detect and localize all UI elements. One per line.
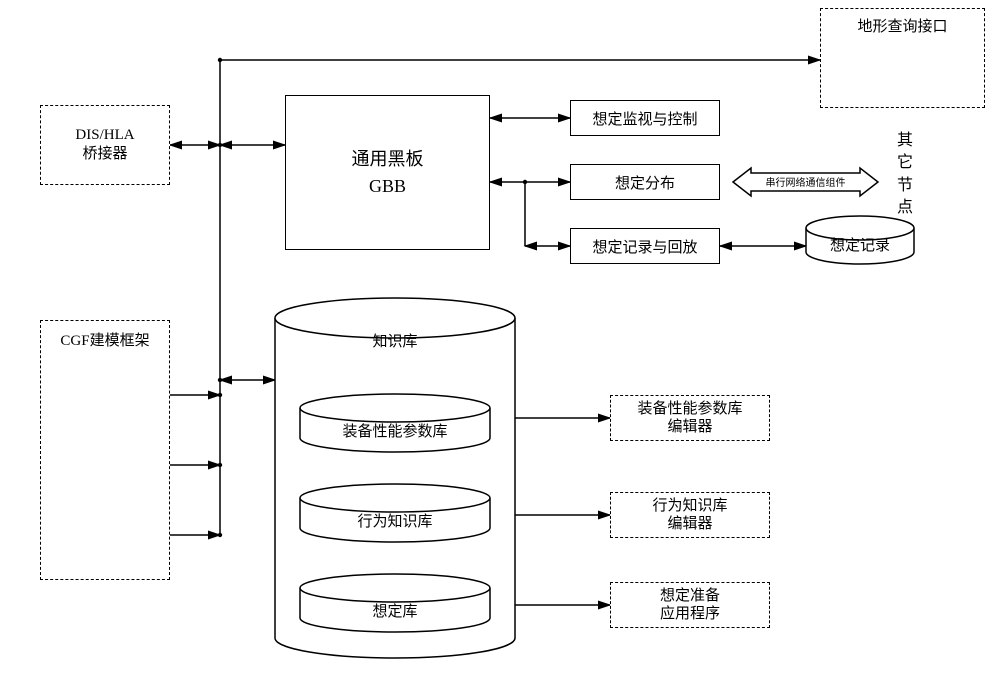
net-comm-block-arrow bbox=[733, 168, 878, 196]
kb-layer-0-label: 装备性能参数库 bbox=[342, 423, 447, 440]
knowledge-base-top bbox=[275, 298, 515, 338]
eqed-line1: 装备性能参数库 bbox=[637, 400, 742, 418]
dis-hla-line2: 桥接器 bbox=[82, 145, 127, 165]
dist-label: 想定分布 bbox=[615, 172, 675, 193]
sced-line2: 应用程序 bbox=[660, 605, 720, 623]
kb-layer-2-label: 想定库 bbox=[372, 603, 417, 620]
scenario-record-playback: 想定记录与回放 bbox=[570, 228, 720, 264]
knowledge-base-body bbox=[275, 318, 515, 658]
kb-layer-0-top bbox=[300, 394, 490, 422]
record-db-body bbox=[806, 228, 914, 264]
gbb-blackboard: 通用黑板 GBB bbox=[285, 95, 490, 250]
record-db-top bbox=[806, 216, 914, 240]
bved-line2: 编辑器 bbox=[667, 515, 712, 533]
kb-layer-1-body bbox=[300, 498, 490, 542]
behavior-kb-editor: 行为知识库 编辑器 bbox=[610, 492, 770, 538]
terrain-title: 地形查询接口 bbox=[857, 15, 947, 36]
other-nodes-label: 其 它 节 点 bbox=[895, 130, 915, 220]
other-c1: 其 bbox=[895, 130, 915, 152]
terrain-query-interface: 地形查询接口 bbox=[820, 8, 985, 108]
gbb-line2: GBB bbox=[369, 173, 406, 200]
other-c3: 节 bbox=[895, 175, 915, 197]
gbb-line1: 通用黑板 bbox=[352, 146, 424, 173]
scenario-monitor-control: 想定监视与控制 bbox=[570, 100, 720, 136]
dis-hla-bridge: DIS/HLA 桥接器 bbox=[40, 105, 170, 185]
bved-line1: 行为知识库 bbox=[652, 497, 727, 515]
scenario-distribution: 想定分布 bbox=[570, 164, 720, 200]
kb-layer-2-top bbox=[300, 574, 490, 602]
eqed-line2: 编辑器 bbox=[667, 418, 712, 436]
kb-layer-1-top bbox=[300, 484, 490, 512]
cgf-title: CGF建模框架 bbox=[60, 329, 149, 350]
cgf-framework: CGF建模框架 bbox=[40, 320, 170, 580]
dis-hla-line1: DIS/HLA bbox=[75, 126, 134, 146]
mon-label: 想定监视与控制 bbox=[592, 108, 697, 129]
other-c2: 它 bbox=[895, 152, 915, 174]
kb-layer-2-body bbox=[300, 588, 490, 632]
knowledge-base-label: 知识库 bbox=[372, 333, 417, 350]
net-comm-label: 串行网络通信组件 bbox=[766, 176, 846, 189]
other-c4: 点 bbox=[895, 197, 915, 219]
sced-line1: 想定准备 bbox=[660, 587, 720, 605]
equipment-param-editor: 装备性能参数库 编辑器 bbox=[610, 395, 770, 441]
rec-label: 想定记录与回放 bbox=[592, 236, 697, 257]
kb-layer-0-body bbox=[300, 408, 490, 452]
record-db-label: 想定记录 bbox=[830, 237, 890, 254]
scenario-prep-app: 想定准备 应用程序 bbox=[610, 582, 770, 628]
kb-layer-1-label: 行为知识库 bbox=[357, 513, 432, 530]
